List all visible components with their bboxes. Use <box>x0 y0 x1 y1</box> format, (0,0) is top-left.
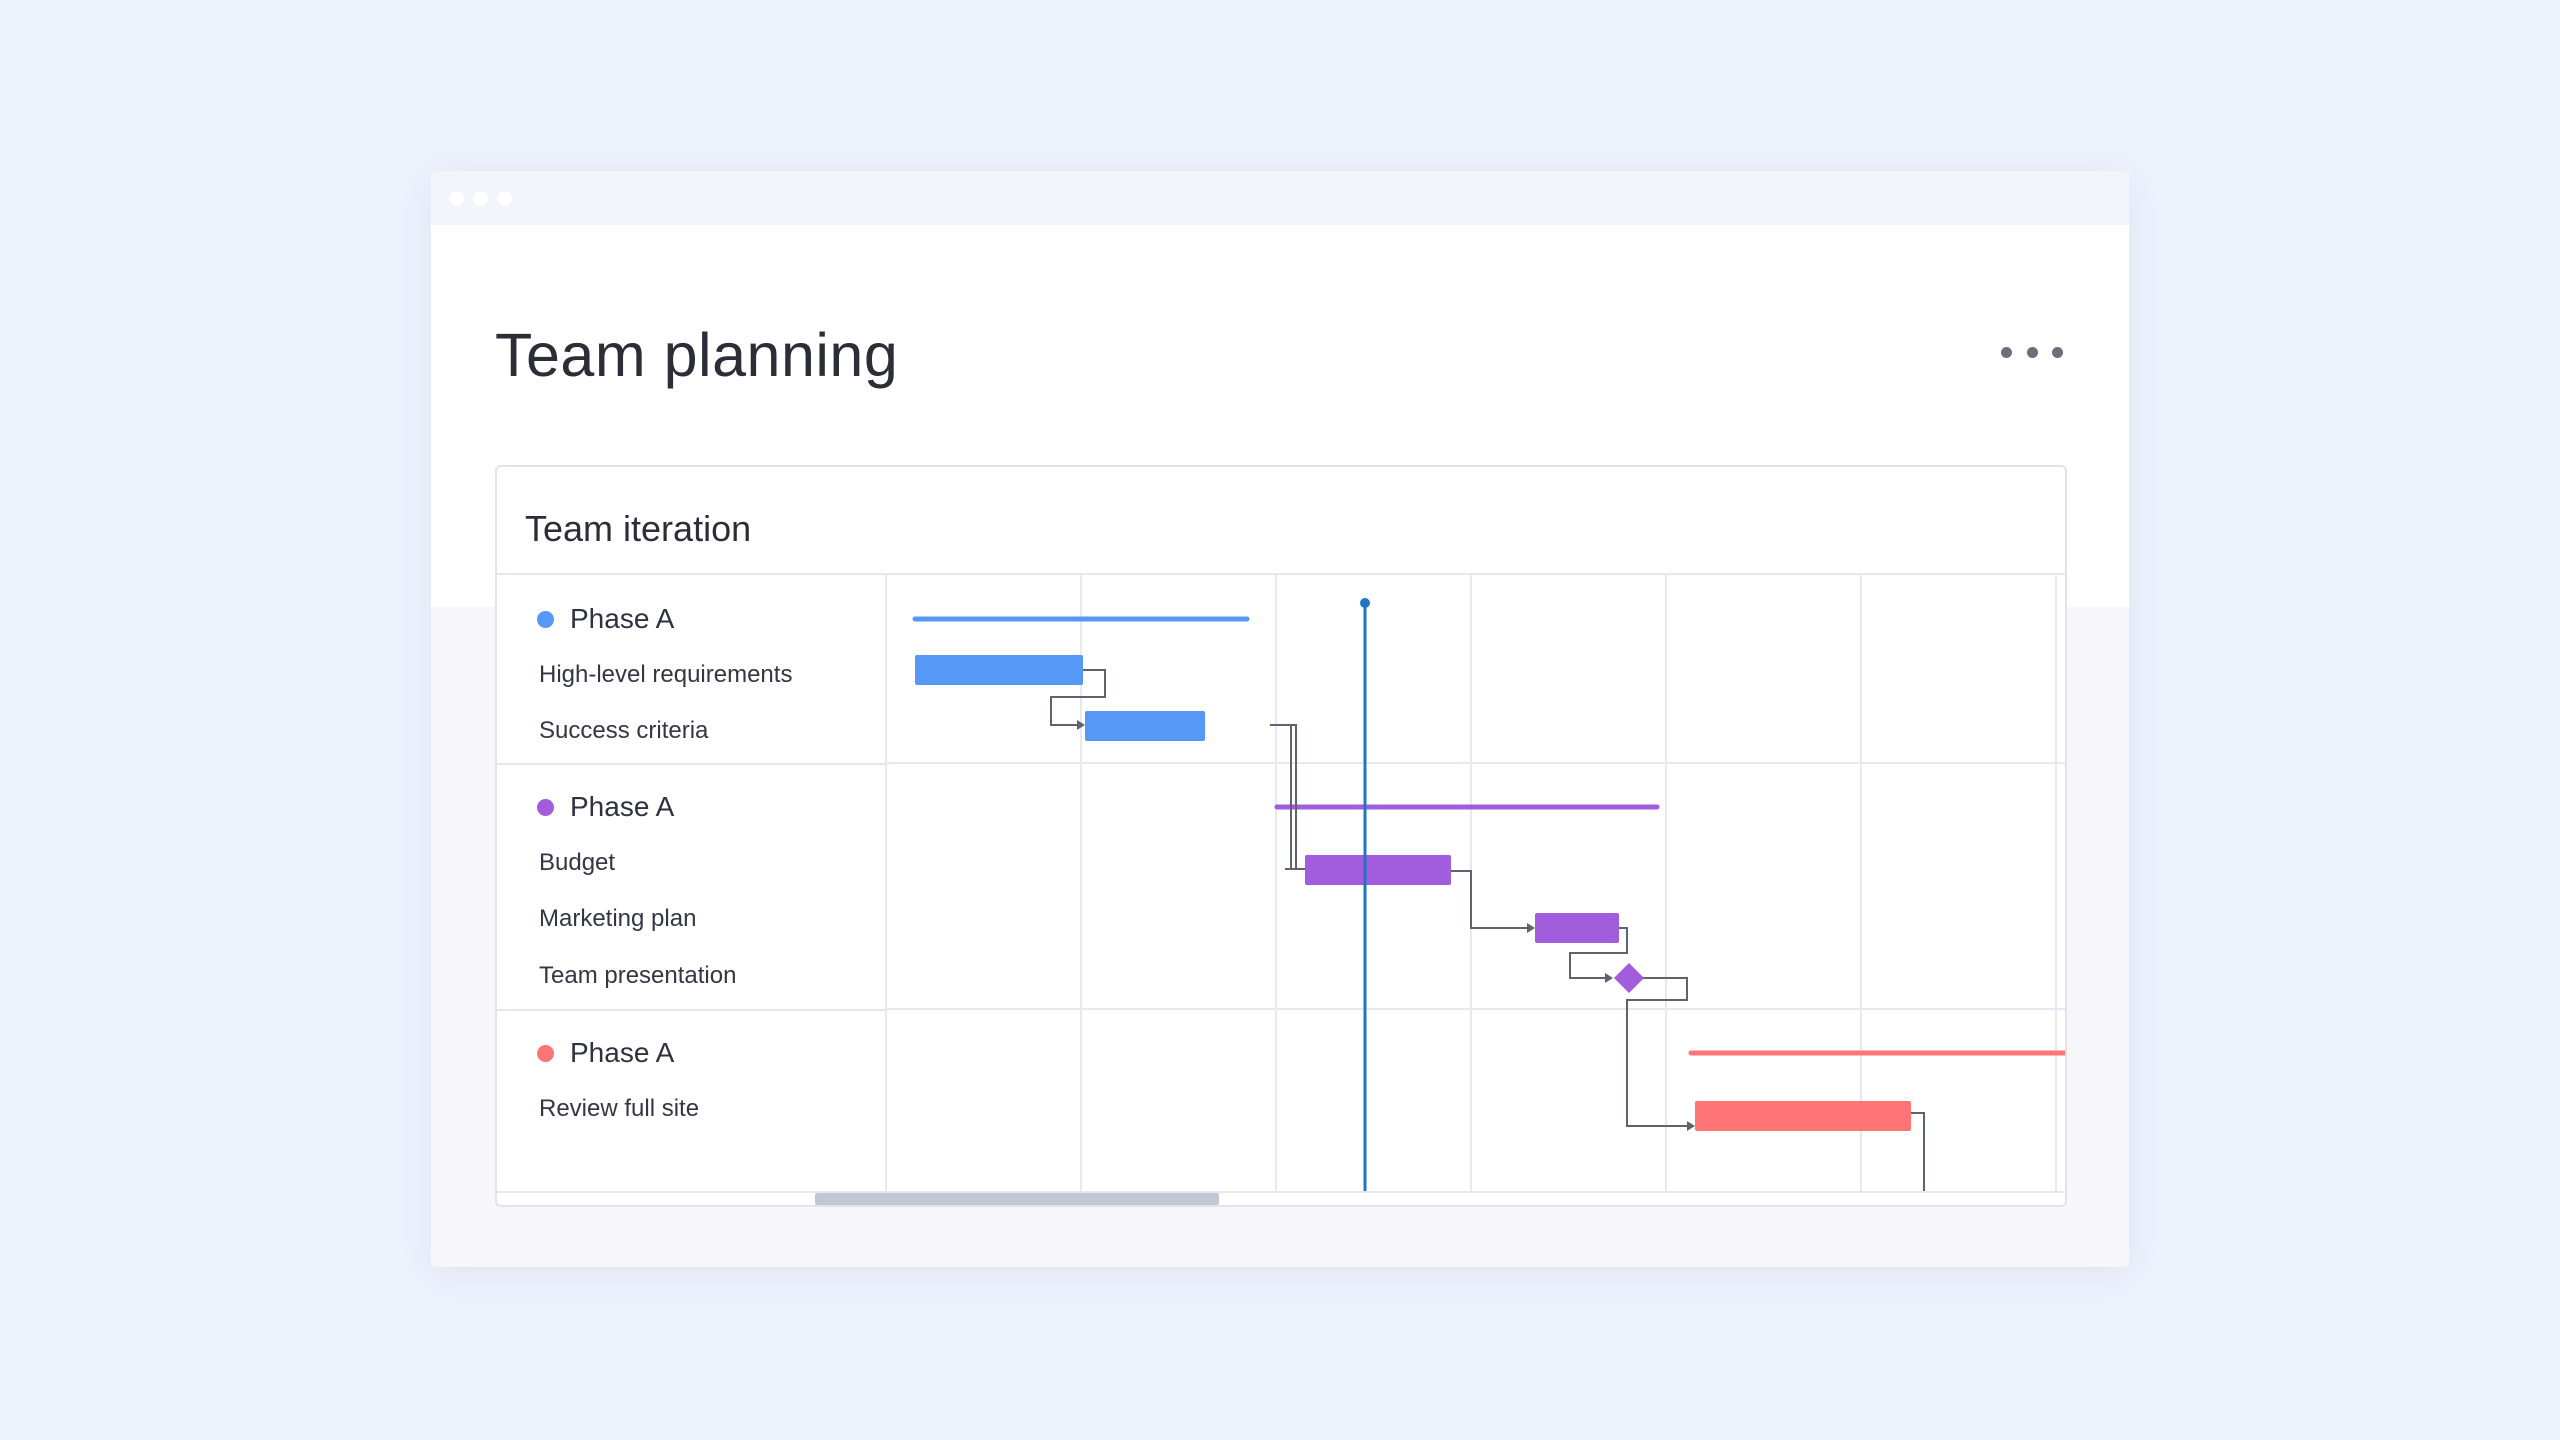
dependency-line <box>1050 669 1106 726</box>
phase-label: Phase A <box>570 791 675 822</box>
more-horizontal-icon-dot <box>2052 346 2063 358</box>
pane-divider <box>885 575 887 1191</box>
group-separator <box>497 763 885 765</box>
phase-label: Phase A <box>570 603 675 634</box>
task-list: Phase A High-level requirements Success … <box>497 575 885 1191</box>
dependency-line <box>1626 977 1688 1127</box>
task-item[interactable]: Marketing plan <box>539 905 697 932</box>
page-title: Team planning <box>495 321 899 389</box>
window-maximize-dot[interactable] <box>497 191 512 206</box>
horizontal-scrollbar[interactable] <box>497 1191 2065 1205</box>
window-minimize-dot[interactable] <box>473 191 488 206</box>
task-bar[interactable] <box>915 655 1083 685</box>
task-item[interactable]: High-level requirements <box>539 661 793 688</box>
task-item[interactable]: Success criteria <box>539 717 709 744</box>
phase-row-2[interactable]: Phase A <box>537 793 674 821</box>
more-options-button[interactable] <box>2001 337 2063 367</box>
phase-color-dot <box>537 610 554 628</box>
more-horizontal-icon-dot <box>2026 346 2038 358</box>
phase-color-dot <box>537 1044 554 1062</box>
phase-row-1[interactable]: Phase A <box>537 605 674 633</box>
arrowhead <box>1077 720 1085 730</box>
task-item[interactable]: Team presentation <box>539 962 737 989</box>
arrowhead <box>1687 1121 1695 1131</box>
gantt-timeline <box>887 575 2065 1191</box>
card-header-divider <box>497 573 2065 575</box>
task-bar[interactable] <box>1695 1101 1911 1131</box>
scrollbar-thumb[interactable] <box>815 1193 1219 1205</box>
today-marker-dot[interactable] <box>1360 598 1370 608</box>
window-titlebar <box>431 171 2129 225</box>
gantt-card: Team iteration Phase A High-level requir… <box>495 465 2067 1207</box>
arrowhead <box>1527 923 1535 933</box>
task-item[interactable]: Review full site <box>539 1095 700 1122</box>
dependency-line <box>1569 927 1628 979</box>
phase-label: Phase A <box>570 1037 675 1068</box>
task-bar[interactable] <box>1535 913 1619 943</box>
dependency-line <box>1270 724 1297 870</box>
task-bar[interactable] <box>1085 711 1205 741</box>
dependency-line <box>1270 724 1292 869</box>
gantt-svg <box>887 575 2065 1191</box>
phase-row-3[interactable]: Phase A <box>537 1039 674 1067</box>
task-item[interactable]: Budget <box>539 849 616 876</box>
card-title: Team iteration <box>525 508 752 549</box>
dependency-connectors <box>1050 669 1925 1191</box>
group-separator <box>497 1009 885 1011</box>
window-close-dot[interactable] <box>449 191 464 206</box>
more-horizontal-icon-dot <box>2001 346 2012 358</box>
milestone-diamond-icon[interactable] <box>1614 963 1644 993</box>
arrowhead <box>1605 973 1613 983</box>
timeline-grid <box>887 575 2065 1191</box>
task-bar[interactable] <box>1305 855 1451 885</box>
phase-color-dot <box>537 798 554 816</box>
dependency-line <box>1443 870 1527 929</box>
